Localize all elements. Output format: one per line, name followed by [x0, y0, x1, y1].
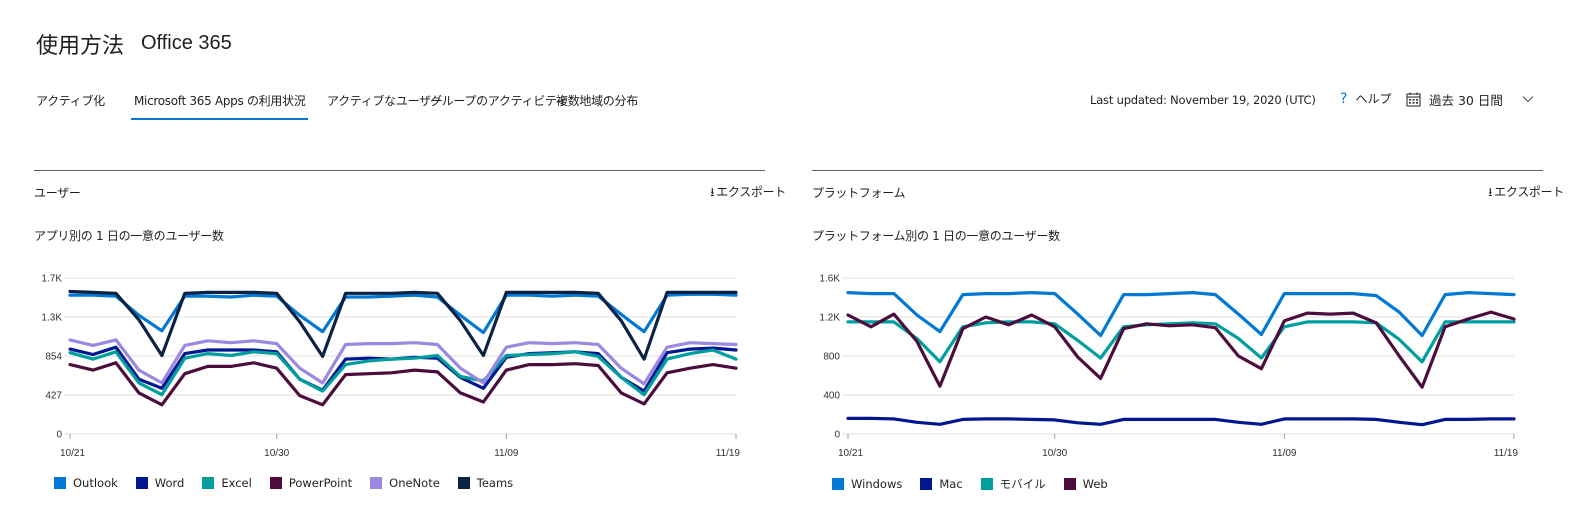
panel-divider	[34, 170, 765, 171]
legend-item[interactable]: Windows	[832, 476, 902, 492]
x-tick-label: 10/30	[1042, 448, 1067, 459]
panel-divider	[812, 170, 1543, 171]
legend-swatch	[832, 478, 844, 490]
period-selector[interactable]: 過去 30 日間	[1406, 90, 1503, 109]
x-tick-label: 10/21	[838, 448, 863, 459]
download-icon: ⭳	[1488, 185, 1493, 199]
chart-legend: Outlook Word Excel PowerPoint OneNote Teams	[54, 476, 531, 490]
x-tick-label: 10/30	[264, 448, 289, 459]
last-updated-text: Last updated: November 19, 2020 (UTC)	[1090, 93, 1316, 107]
x-tick-label: 11/09	[494, 448, 519, 459]
series-line-Mac[interactable]	[846, 416, 1516, 427]
legend-label: OneNote	[389, 476, 440, 490]
legend-swatch	[269, 477, 282, 489]
y-tick-label: 0	[834, 430, 840, 441]
legend-item[interactable]: モバイル	[980, 476, 1046, 492]
export-button[interactable]: ⭳ エクスポート	[1488, 183, 1564, 204]
y-tick-label: 1.6K	[819, 274, 840, 285]
x-tick-label: 11/09	[1272, 448, 1297, 459]
y-tick-label: 1.2K	[819, 313, 840, 324]
legend-swatch	[370, 477, 383, 489]
series-line-モバイル[interactable]	[846, 320, 1516, 364]
x-tick-label: 10/21	[60, 448, 85, 459]
tab-active-users[interactable]: アクティブなユーザー	[327, 94, 443, 108]
help-button[interactable]: ? ヘルプ	[1340, 90, 1391, 107]
legend-item[interactable]: Word	[135, 476, 185, 490]
legend-swatch	[202, 477, 215, 489]
y-tick-label: 854	[45, 352, 62, 363]
help-label: ヘルプ	[1355, 92, 1392, 106]
period-label: 過去 30 日間	[1429, 93, 1503, 108]
series-line-Windows[interactable]	[846, 291, 1516, 338]
chart-legend: Windows Mac モバイル Web	[832, 476, 1126, 492]
legend-item[interactable]: Outlook	[54, 476, 118, 490]
legend-item[interactable]: PowerPoint	[269, 476, 353, 490]
y-tick-label: 800	[823, 352, 840, 363]
legend-label: Web	[1082, 477, 1108, 491]
series-line-Excel[interactable]	[68, 348, 738, 397]
tab-activation[interactable]: アクティブ化	[36, 94, 105, 108]
series-line-OneNote[interactable]	[68, 338, 738, 386]
y-tick-label: 400	[823, 391, 840, 402]
y-tick-label: 427	[45, 391, 62, 402]
panel-title: ユーザー	[34, 186, 81, 200]
x-tick-label: 11/19	[716, 448, 741, 459]
legend-swatch	[54, 477, 66, 489]
legend-label: モバイル	[999, 477, 1046, 491]
series-line-Teams[interactable]	[68, 289, 738, 361]
page-title: 使用方法	[36, 34, 125, 59]
export-label: エクスポート	[1494, 185, 1564, 199]
export-button[interactable]: ⭳ エクスポート	[710, 183, 786, 204]
users-by-platform-chart: 0 400 800 1.2K 1.6K 10/21 10/30 11/09 11/19	[819, 274, 1519, 460]
users-panel: ユーザー ⭳ エクスポート アプリ別の 1 日の一意のユーザー数 0 427 854 1…	[34, 170, 786, 510]
users-by-app-chart: 0 427 854 1.3K 1.7K 10/21 10/30 11/09 11/19	[41, 274, 741, 460]
y-tick-label: 1.3K	[41, 313, 62, 324]
legend-item[interactable]: Excel	[202, 476, 252, 490]
page-subtitle: Office 365	[141, 32, 232, 54]
legend-swatch	[920, 478, 933, 490]
panel-title: プラットフォーム	[812, 186, 906, 200]
legend-label: Mac	[939, 477, 963, 491]
legend-item[interactable]: OneNote	[370, 476, 440, 490]
x-tick-label: 11/19	[1494, 448, 1519, 459]
tab-apps-usage[interactable]: Microsoft 365 Apps の利用状況	[130, 94, 309, 120]
export-label: エクスポート	[716, 185, 786, 199]
series-line-PowerPoint[interactable]	[68, 361, 738, 407]
series-line-Outlook[interactable]	[68, 292, 738, 335]
legend-item[interactable]: Mac	[920, 476, 963, 492]
legend-item[interactable]: Web	[1063, 476, 1108, 492]
tab-multi-geo[interactable]: 複数地域の分布	[556, 94, 638, 108]
platform-panel: プラットフォーム ⭳ エクスポート プラットフォーム別の 1 日の一意のユーザー数…	[812, 170, 1564, 510]
legend-swatch	[457, 477, 470, 489]
chart-title: アプリ別の 1 日の一意のユーザー数	[34, 229, 224, 243]
legend-label: Word	[154, 476, 185, 490]
y-tick-label: 0	[56, 430, 62, 441]
y-tick-label: 1.7K	[41, 274, 62, 285]
legend-swatch	[980, 478, 993, 490]
chevron-down-icon[interactable]	[1521, 92, 1535, 106]
legend-label: Excel	[221, 476, 252, 490]
legend-swatch	[135, 477, 148, 489]
legend-swatch	[1063, 478, 1076, 490]
legend-label: Outlook	[73, 476, 118, 490]
calendar-icon	[1406, 92, 1421, 107]
legend-label: PowerPoint	[288, 476, 353, 490]
chart-title: プラットフォーム別の 1 日の一意のユーザー数	[812, 229, 1060, 243]
legend-label: Teams	[476, 476, 514, 490]
legend-item[interactable]: Teams	[457, 476, 514, 490]
legend-label: Windows	[851, 477, 903, 491]
question-icon: ?	[1340, 91, 1348, 107]
download-icon: ⭳	[710, 185, 715, 199]
tab-group-activity[interactable]: グループのアクティビティ	[430, 94, 568, 108]
series-line-Web[interactable]	[846, 310, 1516, 389]
